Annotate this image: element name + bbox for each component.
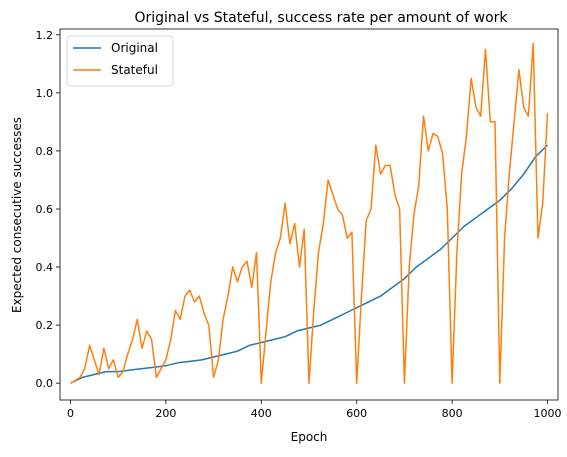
x-tick-label: 400 (251, 407, 272, 420)
legend: Original Stateful (66, 35, 174, 87)
y-tick-label: 0.2 (36, 319, 54, 332)
legend-label-stateful: Stateful (111, 63, 158, 77)
x-tick-label: 0 (67, 407, 74, 420)
x-axis-ticks: 0 200 400 600 800 1000 (67, 400, 562, 420)
legend-label-original: Original (111, 41, 158, 55)
y-axis-label: Expected consecutive successes (10, 117, 24, 313)
y-tick-label: 0.0 (36, 377, 54, 390)
x-tick-label: 800 (442, 407, 463, 420)
series-line-stateful (70, 42, 549, 384)
y-tick-label: 0.4 (36, 261, 54, 274)
y-tick-label: 1.2 (36, 29, 54, 42)
y-tick-label: 0.8 (36, 145, 54, 158)
plot-area (70, 42, 549, 384)
y-tick-label: 1.0 (36, 87, 54, 100)
x-axis-label: Epoch (291, 430, 328, 444)
series-line-original (70, 144, 549, 384)
chart-title: Original vs Stateful, success rate per a… (134, 10, 508, 26)
y-axis-ticks: 0.0 0.2 0.4 0.6 0.8 1.0 1.2 (36, 29, 60, 390)
x-tick-label: 1000 (534, 407, 562, 420)
plot-frame (59, 28, 559, 401)
y-tick-label: 0.6 (36, 203, 54, 216)
x-tick-label: 200 (155, 407, 176, 420)
x-tick-label: 600 (346, 407, 367, 420)
